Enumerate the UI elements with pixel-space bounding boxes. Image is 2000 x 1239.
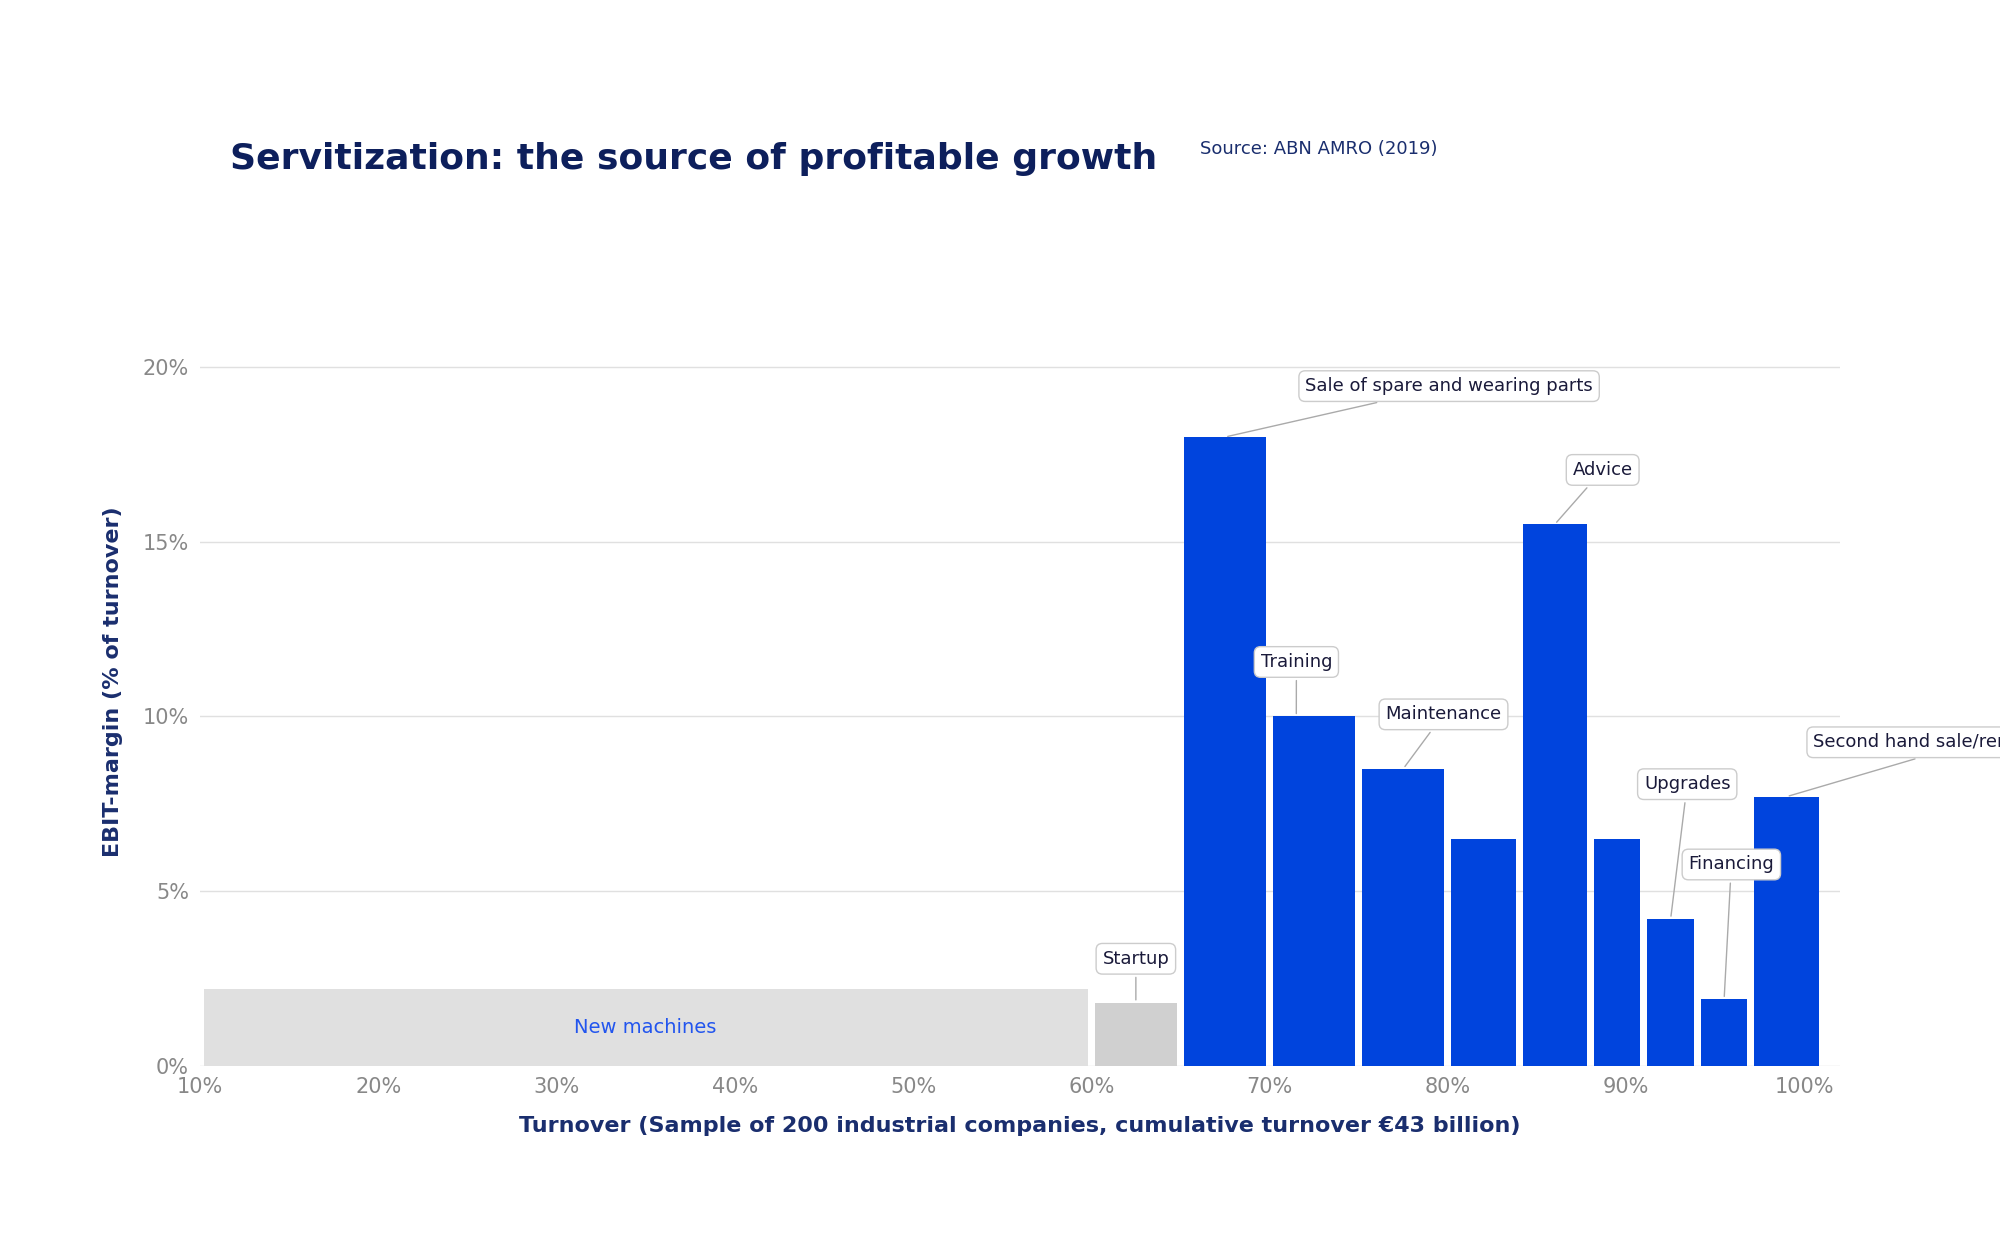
Text: Financing: Financing [1688,855,1774,996]
Text: Second hand sale/remanufacturing: Second hand sale/remanufacturing [1790,733,2000,795]
Text: Maintenance: Maintenance [1386,705,1502,767]
Bar [1094,1002,1176,1066]
Text: Servitization: the source of profitable growth: Servitization: the source of profitable … [230,142,1158,176]
Bar [1700,999,1748,1066]
Text: New machines: New machines [574,1017,716,1037]
Text: Sale of spare and wearing parts: Sale of spare and wearing parts [1228,377,1592,436]
Text: Upgrades: Upgrades [1644,776,1730,916]
Y-axis label: EBIT-margin (% of turnover): EBIT-margin (% of turnover) [104,507,124,856]
Bar [1648,919,1694,1066]
Bar [1452,839,1516,1066]
Bar [1522,524,1586,1066]
Text: Advice: Advice [1556,461,1632,522]
Bar [1274,716,1356,1066]
X-axis label: Turnover (Sample of 200 industrial companies, cumulative turnover €43 billion): Turnover (Sample of 200 industrial compa… [520,1116,1520,1136]
Bar [1754,797,1818,1066]
Text: Training: Training [1260,653,1332,714]
Bar [1362,768,1444,1066]
Bar [1184,437,1266,1066]
Bar [204,989,1088,1066]
Text: Startup: Startup [1102,950,1170,1000]
Bar [1594,839,1640,1066]
Text: Source: ABN AMRO (2019): Source: ABN AMRO (2019) [1200,140,1438,159]
